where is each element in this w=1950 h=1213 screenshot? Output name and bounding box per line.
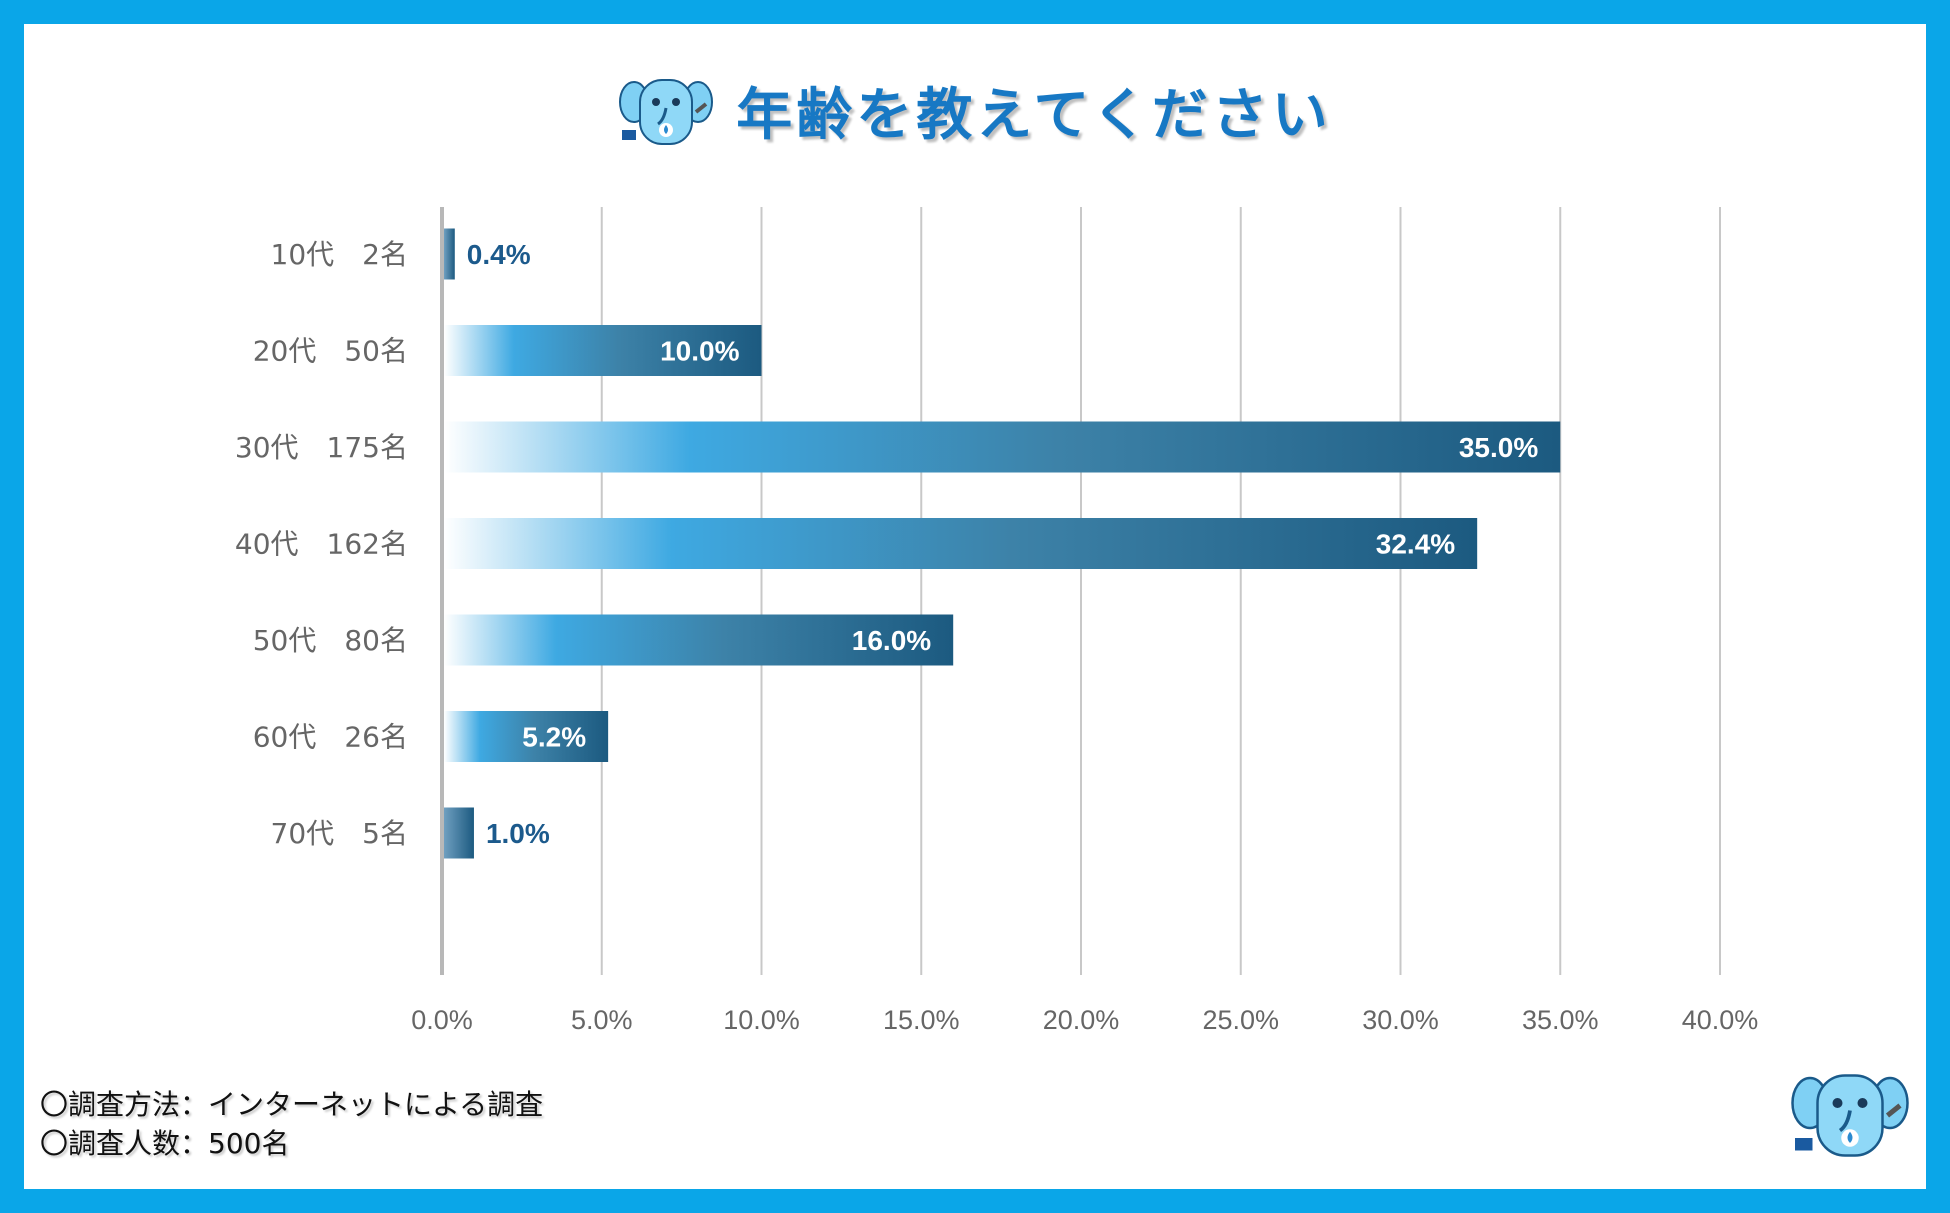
x-tick-label: 5.0% <box>571 1005 633 1035</box>
bar <box>444 807 474 859</box>
footnote-method: 〇調査方法：インターネットによる調査 <box>40 1088 544 1121</box>
category-label: 30代 175名 <box>235 431 408 464</box>
footnote-respondents: 〇調査人数：500名 <box>40 1127 290 1160</box>
value-label: 32.4% <box>1376 529 1455 560</box>
category-label: 70代 5名 <box>271 817 408 850</box>
elephant-mascot-icon <box>618 68 714 152</box>
value-label: 0.4% <box>467 239 531 270</box>
value-label: 5.2% <box>522 722 586 753</box>
value-label: 16.0% <box>852 625 931 656</box>
x-tick-label: 35.0% <box>1522 1005 1599 1035</box>
title-row: 年齢を教えてください <box>0 60 1950 160</box>
category-label: 50代 80名 <box>253 624 408 657</box>
value-label: 1.0% <box>486 818 550 849</box>
bar <box>444 325 762 376</box>
value-label: 35.0% <box>1459 432 1538 463</box>
category-label: 20代 50名 <box>253 335 408 368</box>
x-tick-label: 40.0% <box>1682 1005 1759 1035</box>
category-label: 10代 2名 <box>271 238 408 271</box>
bar <box>444 711 609 762</box>
x-tick-label: 10.0% <box>723 1005 800 1035</box>
x-tick-label: 0.0% <box>411 1005 473 1035</box>
x-tick-label: 20.0% <box>1043 1005 1120 1035</box>
category-label: 40代 162名 <box>235 528 408 561</box>
chart-title: 年齢を教えてください <box>736 82 1332 148</box>
bar <box>444 518 1478 569</box>
category-label: 60代 26名 <box>253 721 408 754</box>
value-label: 10.0% <box>660 336 739 367</box>
bar <box>444 421 1561 473</box>
bar <box>444 614 954 666</box>
x-tick-label: 15.0% <box>883 1005 960 1035</box>
elephant-mascot-icon <box>1790 1058 1910 1173</box>
bar <box>444 228 455 280</box>
x-tick-label: 30.0% <box>1362 1005 1439 1035</box>
x-tick-label: 25.0% <box>1202 1005 1279 1035</box>
